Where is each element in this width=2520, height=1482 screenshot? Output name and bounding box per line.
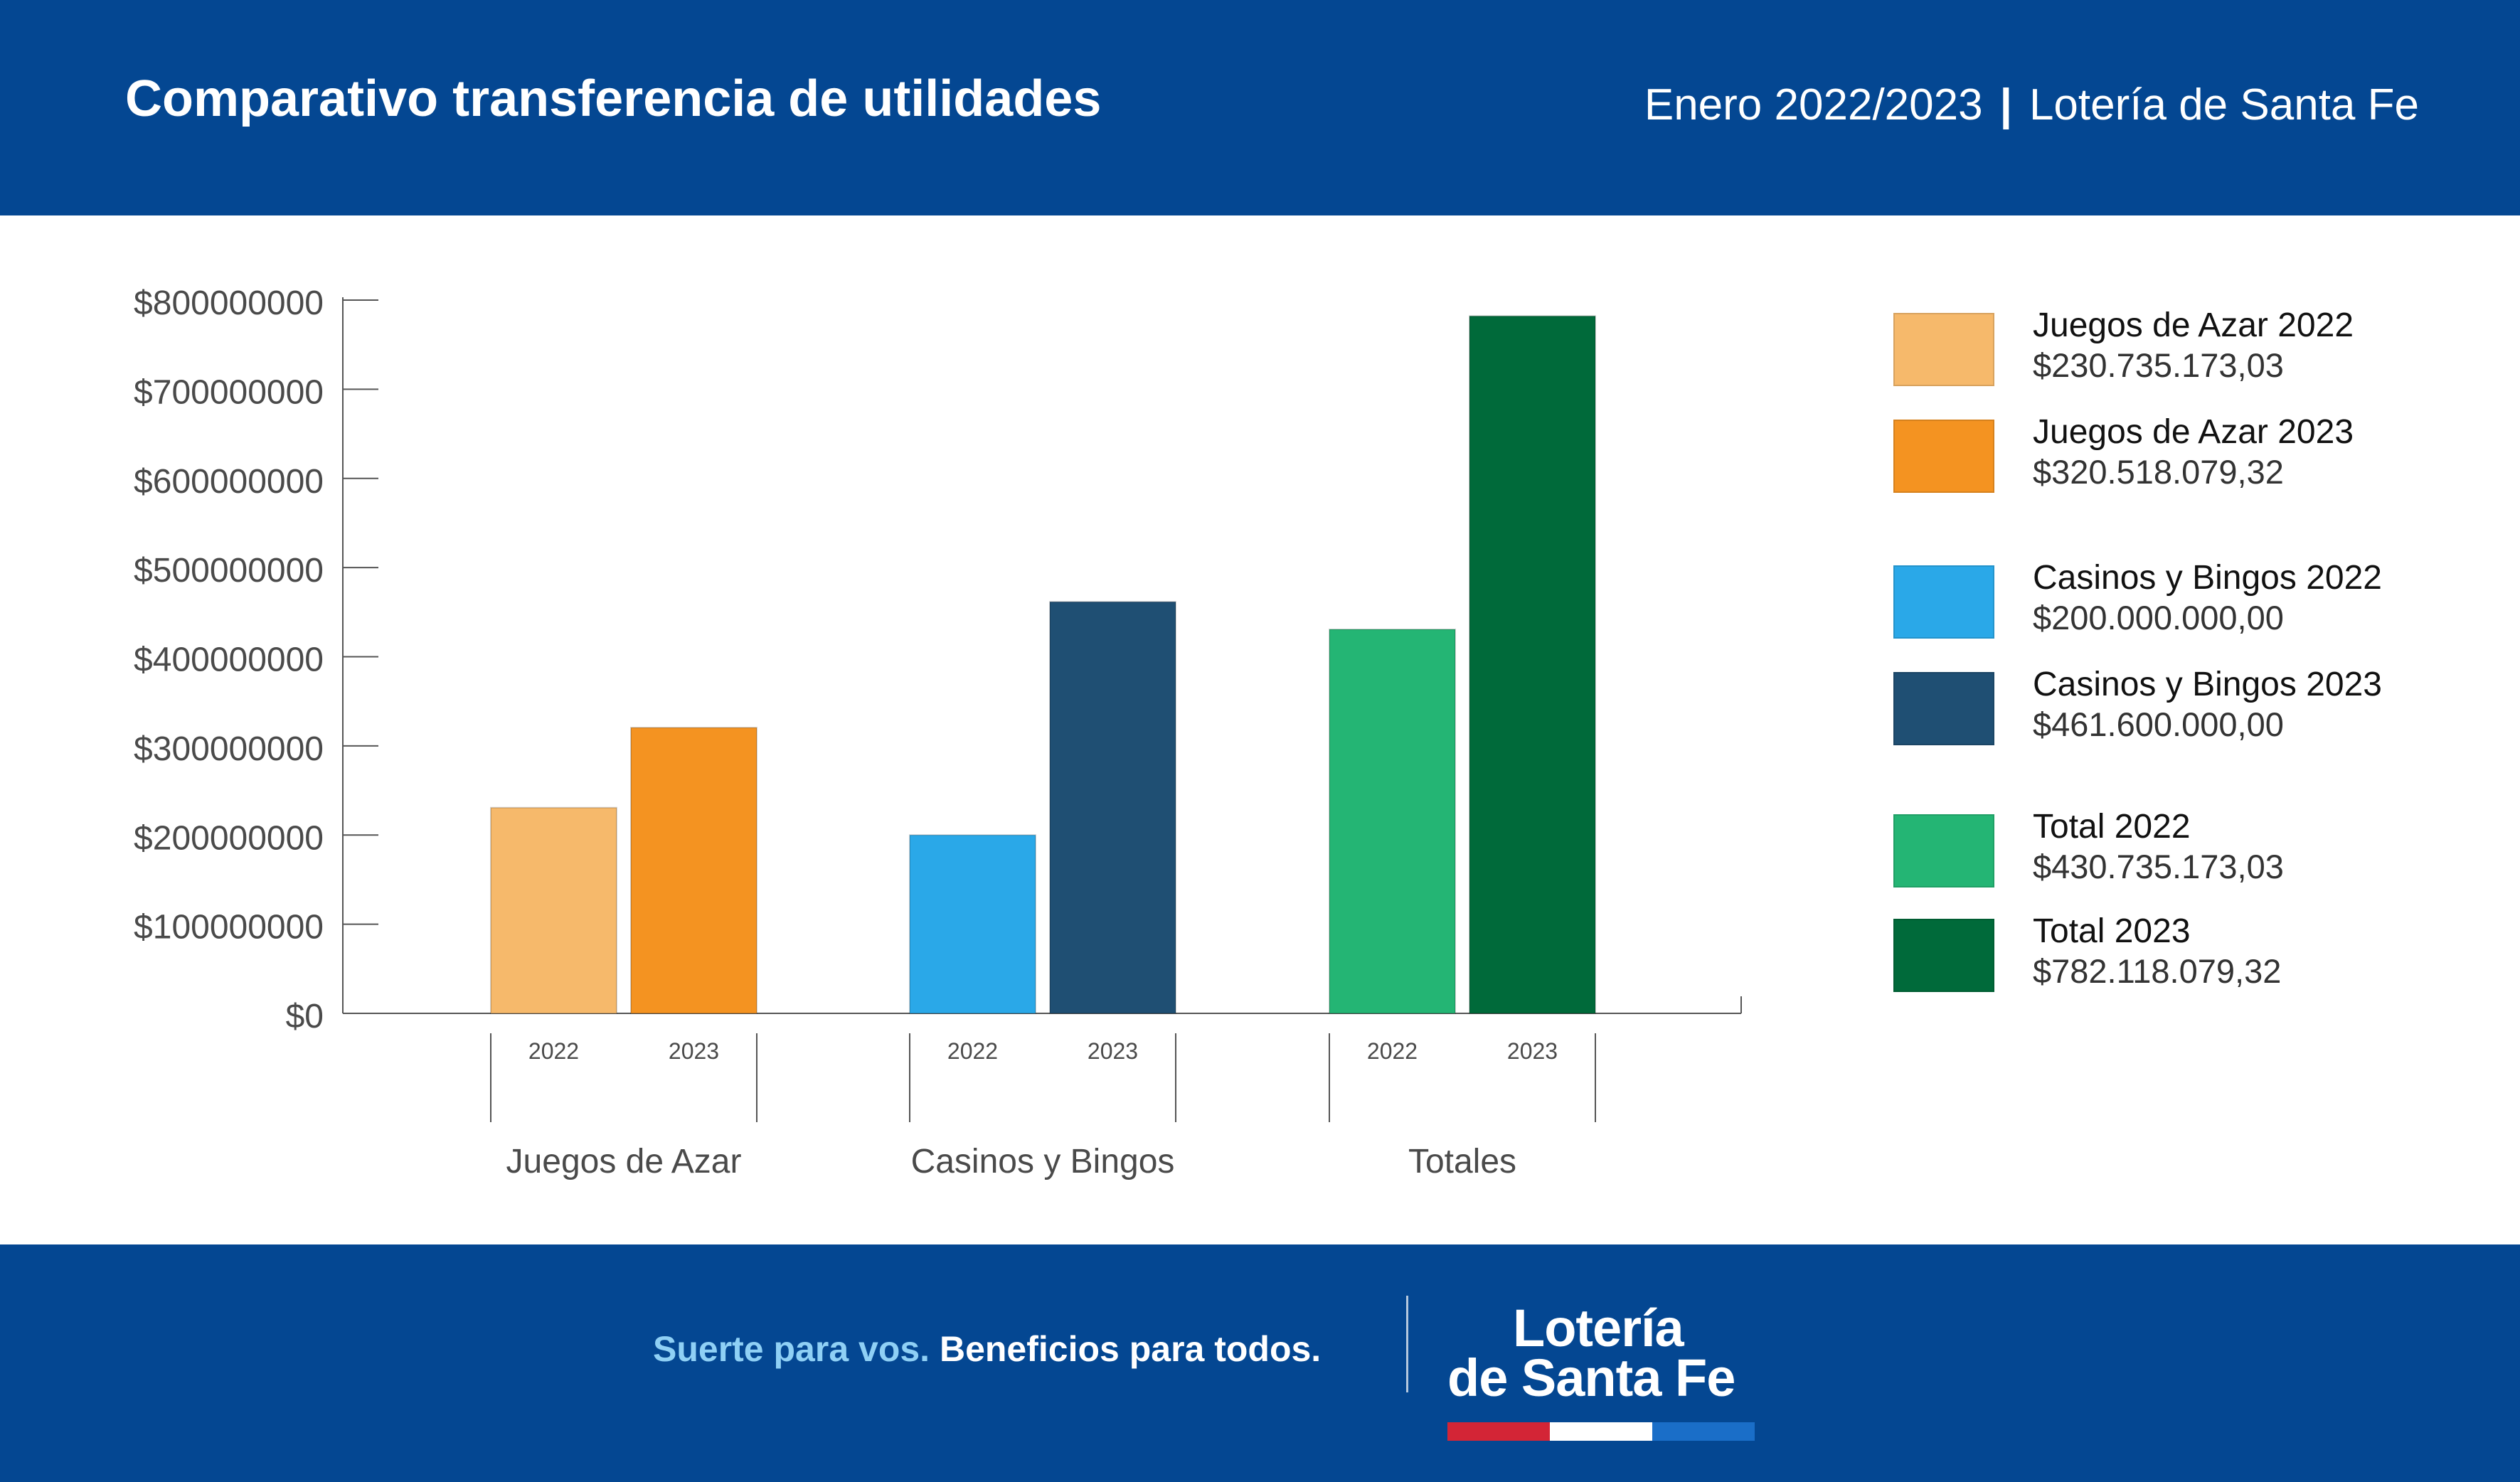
header-bar: Comparativo transferencia de utilidades … [0, 0, 2520, 215]
footer-bar: Suerte para vos. Beneficios para todos. … [0, 1244, 2520, 1482]
bar-juegos-de-azar-2022 [490, 806, 617, 1014]
bar-total-2023 [1469, 315, 1596, 1015]
legend-series-name: Casinos y Bingos 2023 [2033, 666, 2382, 703]
legend-item: Total 2023 $782.118.079,32 [1891, 912, 2445, 992]
logo-stripe-blue [1652, 1422, 1755, 1441]
bar-total-2022 [1329, 628, 1456, 1014]
x-tick-label: 2023 [1088, 1038, 1138, 1064]
logo-stripe-red [1447, 1422, 1550, 1441]
group-label: Juegos de Azar [506, 1143, 742, 1180]
legend-series-value: $461.600.000,00 [2033, 705, 2284, 743]
x-tick-label: 2022 [528, 1038, 579, 1064]
footer-tagline: Suerte para vos. Beneficios para todos. [653, 1328, 1321, 1370]
y-tick-label: $300000000 [134, 730, 324, 768]
bar-casinos-y-bingos-2023 [1049, 601, 1176, 1014]
x-tick-label: 2023 [1507, 1038, 1558, 1064]
organization-label: Lotería de Santa Fe [2029, 80, 2419, 129]
brand-logo: Lotería de Santa Fe [1447, 1298, 1760, 1441]
legend-swatch [1893, 672, 1994, 745]
legend-item: Total 2022 $430.735.173,03 [1891, 807, 2445, 887]
legend-item: Casinos y Bingos 2023 $461.600.000,00 [1891, 665, 2445, 745]
logo-stripe-white [1550, 1422, 1652, 1441]
header-separator: | [1999, 80, 2012, 129]
tagline-highlight: Suerte para vos. [653, 1329, 930, 1369]
y-tick-label: $400000000 [134, 641, 324, 679]
legend-series-value: $430.735.173,03 [2033, 848, 2284, 885]
y-tick-label: $100000000 [134, 909, 324, 947]
legend-swatch [1893, 565, 1994, 639]
logo-line-2: de Santa Fe [1447, 1348, 1735, 1407]
footer-divider [1406, 1296, 1408, 1392]
legend-series-name: Juegos de Azar 2023 [2033, 413, 2354, 451]
legend-item: Juegos de Azar 2022 $230.735.173,03 [1891, 306, 2445, 386]
legend-swatch [1893, 814, 1994, 887]
x-tick-label: 2022 [947, 1038, 998, 1064]
legend-series-value: $200.000.000,00 [2033, 599, 2284, 636]
group-label: Totales [1408, 1143, 1516, 1180]
legend-item: Casinos y Bingos 2022 $200.000.000,00 [1891, 558, 2445, 639]
x-tick-label: 2022 [1367, 1038, 1418, 1064]
bar-juegos-de-azar-2023 [630, 727, 757, 1014]
legend-series-value: $320.518.079,32 [2033, 453, 2284, 491]
bar-casinos-y-bingos-2022 [909, 834, 1036, 1014]
legend-series-value: $230.735.173,03 [2033, 346, 2284, 384]
page-title: Comparativo transferencia de utilidades [125, 70, 1102, 127]
legend-series-value: $782.118.079,32 [2033, 952, 2282, 990]
legend-series-name: Casinos y Bingos 2022 [2033, 559, 2382, 597]
tagline-rest: Beneficios para todos. [939, 1329, 1322, 1369]
legend-swatch [1893, 420, 1994, 493]
legend-item: Juegos de Azar 2023 $320.518.079,32 [1891, 412, 2445, 493]
y-tick-label: $800000000 [134, 284, 324, 322]
y-tick-label: $600000000 [134, 463, 324, 501]
legend-swatch [1893, 313, 1994, 386]
chart-legend: Juegos de Azar 2022 $230.735.173,03 Juegos… [1891, 306, 2445, 1017]
legend-series-name: Juegos de Azar 2022 [2033, 306, 2354, 344]
period-label: Enero 2022/2023 [1644, 80, 1983, 129]
y-tick-label: $700000000 [134, 373, 324, 411]
logo-line-1: Lotería [1513, 1299, 1684, 1358]
legend-swatch [1893, 919, 1994, 992]
header-subtitle: Enero 2022/2023 | Lotería de Santa Fe [1644, 80, 2419, 130]
y-tick-label: $200000000 [134, 819, 324, 857]
legend-series-name: Total 2022 [2033, 808, 2191, 846]
x-tick-label: 2023 [669, 1038, 719, 1064]
legend-series-name: Total 2023 [2033, 912, 2191, 950]
group-label: Casinos y Bingos [911, 1143, 1175, 1180]
bar-chart: $0 $100000000 $200000000 $300000000 $4000000… [134, 284, 1742, 1180]
y-tick-label: $500000000 [134, 552, 324, 590]
y-tick-label: $0 [286, 998, 324, 1035]
